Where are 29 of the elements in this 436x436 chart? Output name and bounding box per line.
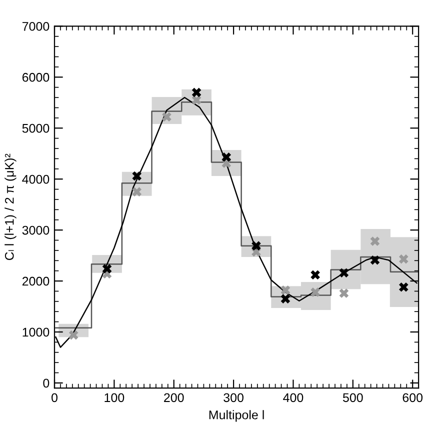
point (162, 112, 172, 122)
x-tick-label: 500 (342, 393, 363, 402)
point (280, 286, 290, 295)
point (339, 288, 349, 298)
point (132, 187, 142, 196)
point (398, 254, 408, 264)
y-tick-label: 6000 (22, 72, 50, 82)
y-axis-title: Cₗ l (l+1) / 2 π (μK)² (4, 154, 16, 260)
y-tick-label: 0 (43, 378, 50, 388)
point (132, 171, 142, 181)
y-tick-label: 2000 (22, 276, 50, 286)
y-tick-label: 7000 (22, 22, 50, 31)
point (222, 152, 232, 162)
point (398, 282, 408, 292)
x-tick-label: 600 (402, 393, 423, 402)
x-tick-label: 0 (52, 393, 58, 402)
x-tick-label: 100 (104, 393, 124, 402)
x-axis-title: Multipole l (209, 410, 264, 422)
y-tick-label: 4000 (22, 174, 50, 184)
point (370, 255, 380, 265)
x-tick-label: 400 (283, 393, 304, 402)
point (310, 270, 320, 280)
x-tick-label: 300 (224, 393, 244, 402)
y-tick-label: 5000 (22, 124, 50, 133)
y-tick-label: 3000 (22, 226, 50, 235)
point (192, 88, 202, 98)
x-tick-label: 200 (164, 393, 184, 402)
point (370, 236, 380, 246)
y-tick-label: 1000 (22, 328, 50, 337)
